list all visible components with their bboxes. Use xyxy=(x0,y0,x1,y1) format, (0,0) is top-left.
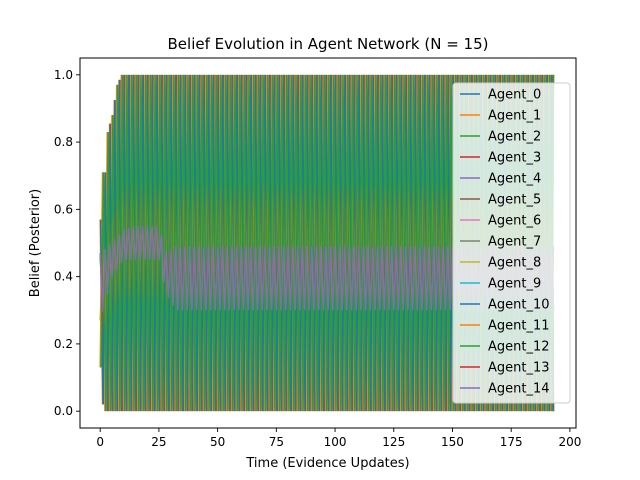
y-tick-label: 0.8 xyxy=(54,135,73,149)
x-tick-label: 75 xyxy=(269,435,284,449)
y-axis: 0.0 0.2 0.4 0.6 0.8 1.0 xyxy=(54,68,80,418)
legend-label: Agent_14 xyxy=(488,382,550,397)
legend-label: Agent_4 xyxy=(488,172,541,187)
legend-label: Agent_13 xyxy=(488,361,550,376)
x-tick-label: 25 xyxy=(151,435,166,449)
x-tick-label: 0 xyxy=(96,435,104,449)
x-tick-label: 125 xyxy=(382,435,405,449)
chart-title: Belief Evolution in Agent Network (N = 1… xyxy=(168,35,489,53)
x-axis-label: Time (Evidence Updates) xyxy=(245,456,409,471)
legend-label: Agent_10 xyxy=(488,298,550,313)
legend-label: Agent_8 xyxy=(488,256,541,271)
x-tick-label: 50 xyxy=(210,435,225,449)
x-tick-label: 150 xyxy=(441,435,464,449)
legend-label: Agent_0 xyxy=(488,88,541,103)
legend: Agent_0 Agent_1 Agent_2 Agent_3 Agent_4 Agent… xyxy=(452,82,571,404)
y-tick-label: 0.6 xyxy=(54,202,73,216)
legend-label: Agent_9 xyxy=(488,277,541,292)
x-tick-label: 175 xyxy=(500,435,523,449)
x-tick-label: 200 xyxy=(558,435,581,449)
legend-label: Agent_2 xyxy=(488,130,541,145)
y-axis-label: Belief (Posterior) xyxy=(28,189,43,297)
y-tick-label: 0.4 xyxy=(54,270,73,284)
legend-label: Agent_12 xyxy=(488,340,550,355)
x-axis: 0 25 50 75 100 125 150 175 200 xyxy=(96,428,581,449)
legend-label: Agent_1 xyxy=(488,109,541,124)
y-tick-label: 0.2 xyxy=(54,337,73,351)
legend-label: Agent_6 xyxy=(488,214,541,229)
x-tick-label: 100 xyxy=(324,435,347,449)
legend-label: Agent_3 xyxy=(488,151,541,166)
legend-label: Agent_11 xyxy=(488,319,550,334)
y-tick-label: 0.0 xyxy=(54,404,73,418)
legend-label: Agent_7 xyxy=(488,235,541,250)
plot-frame xyxy=(79,57,577,429)
y-tick-label: 1.0 xyxy=(54,68,73,82)
legend-label: Agent_5 xyxy=(488,193,541,208)
legend-box xyxy=(452,82,571,404)
